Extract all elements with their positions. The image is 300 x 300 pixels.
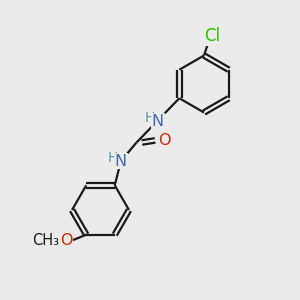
Text: Cl: Cl	[204, 27, 220, 45]
Text: N: N	[152, 114, 164, 129]
Text: N: N	[115, 154, 127, 169]
Text: CH₃: CH₃	[32, 232, 59, 247]
Text: O: O	[158, 133, 170, 148]
Text: O: O	[60, 232, 72, 247]
Text: H: H	[107, 151, 118, 165]
Text: H: H	[144, 111, 155, 125]
